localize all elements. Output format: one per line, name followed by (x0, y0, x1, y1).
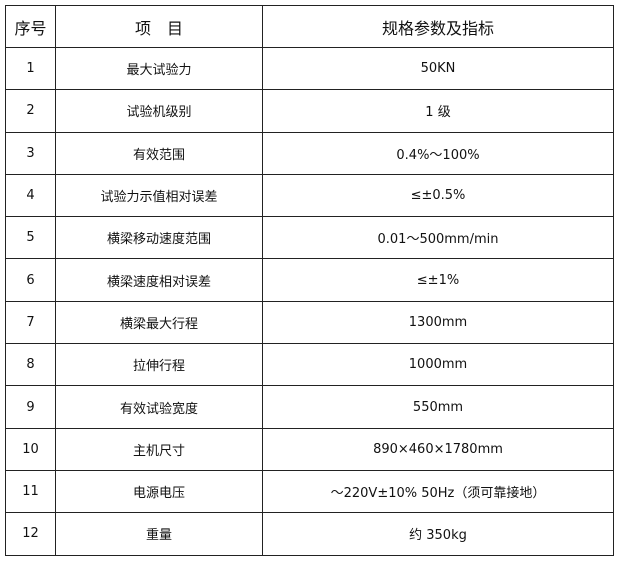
spec-cell: 50KN (262, 46, 614, 91)
spec-cell: 0.01～500mm/min (262, 216, 614, 260)
spec-table: 序号 项 目 规格参数及指标 1 最大试验力 50KN 2 试验机级别 1 级 3 有效范围 0… (5, 5, 614, 556)
table-row: 2 试验机级别 1 级 (5, 89, 614, 133)
table-row: 4 试验力示值相对误差 ≤±0.5% (5, 173, 614, 218)
spec-cell: ≤±0.5% (262, 173, 614, 218)
table-header: 序号 项 目 规格参数及指标 (5, 5, 614, 48)
table-body: 1 最大试验力 50KN 2 试验机级别 1 级 3 有效范围 0.4%～100% 4 试验力示值相… (5, 46, 614, 556)
table-row: 8 拉伸行程 1000mm (5, 343, 614, 387)
index-cell: 5 (5, 216, 56, 260)
spec-cell: 890×460×1780mm (262, 427, 614, 471)
item-cell: 横梁移动速度范围 (55, 216, 263, 260)
item-cell: 试验力示值相对误差 (55, 173, 263, 218)
table-row: 7 横梁最大行程 1300mm (5, 300, 614, 345)
item-cell: 主机尺寸 (55, 427, 263, 471)
header-cell: 项 目 (55, 5, 263, 48)
spec-cell: 550mm (262, 385, 614, 429)
item-cell: 电源电压 (55, 469, 263, 514)
index-cell: 9 (5, 385, 56, 429)
table-row: 11 电源电压 ～220V±10% 50Hz（须可靠接地） (5, 469, 614, 514)
item-cell: 有效试验宽度 (55, 385, 263, 429)
index-cell: 12 (5, 512, 56, 556)
spec-cell: 1000mm (262, 343, 614, 387)
index-cell: 3 (5, 131, 56, 175)
table-row: 1 最大试验力 50KN (5, 46, 614, 91)
table-row: 10 主机尺寸 890×460×1780mm (5, 427, 614, 471)
header-cell: 序号 (5, 5, 56, 48)
index-cell: 2 (5, 89, 56, 133)
spec-cell: 0.4%～100% (262, 131, 614, 175)
index-cell: 10 (5, 427, 56, 471)
table-row: 5 横梁移动速度范围 0.01～500mm/min (5, 216, 614, 260)
table-row: 12 重量约 350kg (5, 512, 614, 556)
item-cell: 拉伸行程 (55, 343, 263, 387)
item-cell: 重量 (55, 512, 263, 556)
table-row: 3 有效范围 0.4%～100% (5, 131, 614, 175)
item-cell: 横梁速度相对误差 (55, 258, 263, 302)
item-cell: 有效范围 (55, 131, 263, 175)
index-cell: 8 (5, 343, 56, 387)
spec-cell: 约 350kg (262, 512, 614, 556)
spec-cell: 1300mm (262, 300, 614, 345)
spec-cell: ≤±1% (262, 258, 614, 302)
item-cell: 试验机级别 (55, 89, 263, 133)
header-cell: 规格参数及指标 (262, 5, 614, 48)
header-row: 序号 项 目 规格参数及指标 (5, 5, 614, 48)
index-cell: 1 (5, 46, 56, 91)
index-cell: 11 (5, 469, 56, 514)
table-row: 6 横梁速度相对误差 ≤±1% (5, 258, 614, 302)
item-cell: 横梁最大行程 (55, 300, 263, 345)
index-cell: 4 (5, 173, 56, 218)
item-cell: 最大试验力 (55, 46, 263, 91)
index-cell: 7 (5, 300, 56, 345)
spec-cell: ～220V±10% 50Hz（须可靠接地） (262, 469, 614, 514)
index-cell: 6 (5, 258, 56, 302)
table-row: 9 有效试验宽度 550mm (5, 385, 614, 429)
spec-cell: 1 级 (262, 89, 614, 133)
